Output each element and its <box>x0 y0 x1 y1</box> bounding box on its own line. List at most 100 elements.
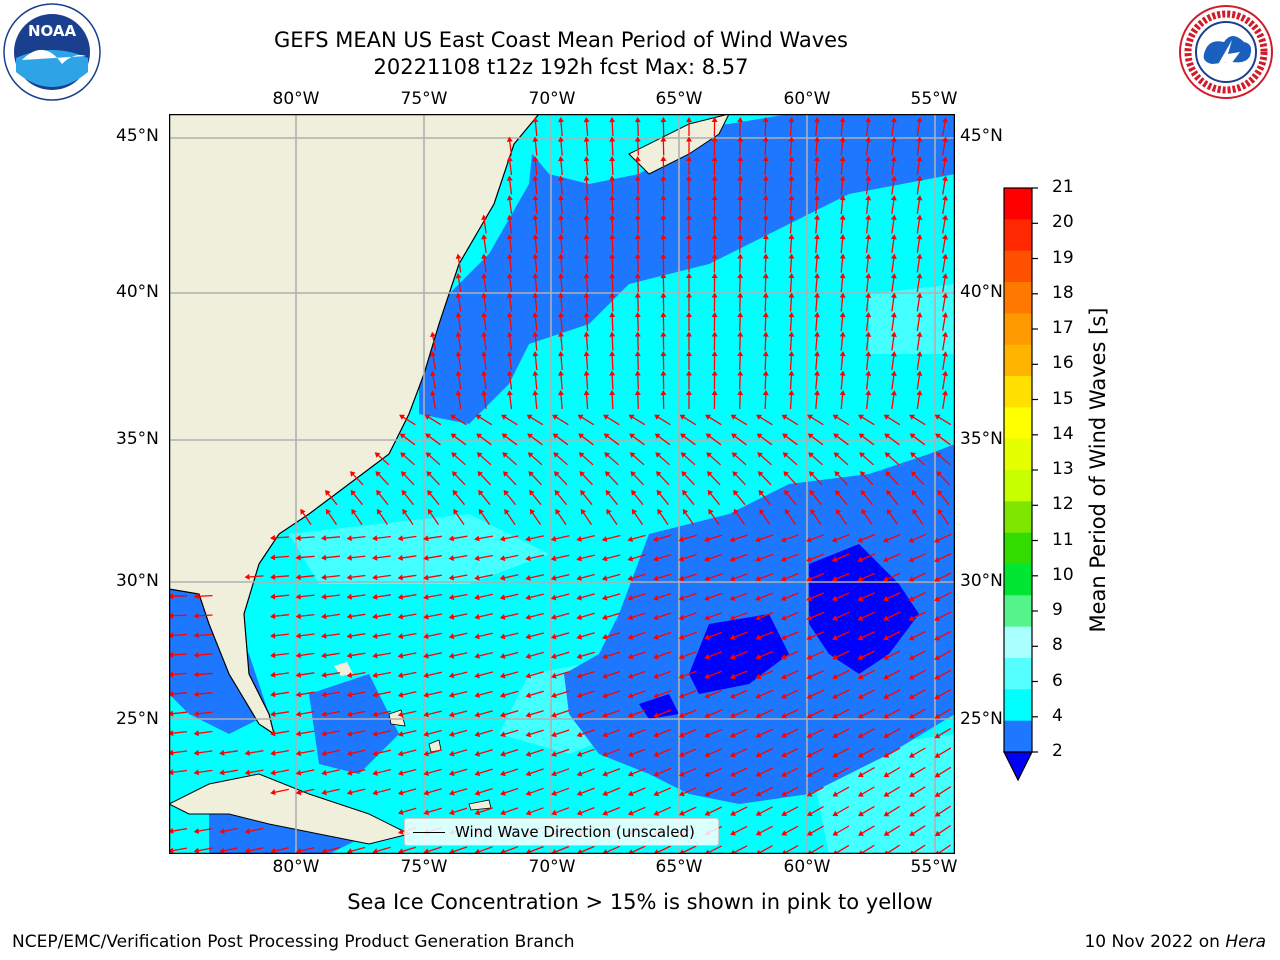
wave-arrow-shaft <box>478 453 492 466</box>
wave-arrow-head <box>839 312 846 318</box>
wave-arrow-shaft <box>862 511 873 525</box>
wave-arrow-head <box>908 693 915 699</box>
wave-arrow-head <box>660 312 667 318</box>
wave-arrow-head <box>376 489 382 496</box>
wave-arrow-head <box>219 847 225 854</box>
wave-arrow-shaft <box>891 354 895 370</box>
wave-arrow-head <box>883 634 889 641</box>
wave-arrow-shaft <box>911 825 926 835</box>
wave-arrow-head <box>678 536 685 543</box>
wave-arrow-shaft <box>553 748 570 756</box>
wave-arrow-head <box>602 731 608 738</box>
lon-label-top: 80°W <box>272 89 320 109</box>
wave-arrow-head <box>376 508 383 515</box>
wave-arrow-head <box>839 390 846 396</box>
wave-arrow-head <box>883 674 889 680</box>
wave-arrow-shaft <box>604 806 621 815</box>
wave-arrow-shaft <box>683 472 695 486</box>
wave-arrow-head <box>704 712 711 719</box>
wave-arrow-shaft <box>426 846 442 853</box>
wave-arrow-head <box>346 711 353 718</box>
wave-arrow-head <box>270 574 276 580</box>
wave-arrow-shaft <box>272 594 290 598</box>
wave-arrow-shaft <box>502 729 519 736</box>
wave-arrow-head <box>321 691 327 698</box>
wave-arrow-head <box>737 370 744 376</box>
wave-arrow-head <box>755 673 762 680</box>
wave-arrow-shaft <box>808 572 825 581</box>
wave-arrow-head <box>814 292 820 298</box>
wave-arrow-head <box>629 452 636 458</box>
wave-arrow-shaft <box>585 158 589 176</box>
wave-arrow-shaft <box>885 805 901 816</box>
wave-arrow-shaft <box>324 749 340 755</box>
wave-arrow-shaft <box>508 354 513 370</box>
colorbar-tick-label: 15 <box>1052 388 1074 409</box>
wave-arrow-shaft <box>732 748 748 756</box>
wave-arrow-head <box>604 471 611 477</box>
colorbar-tick-label: 8 <box>1052 635 1063 656</box>
wave-arrow-shaft <box>916 198 921 214</box>
wave-arrow-head <box>737 136 744 142</box>
wave-arrow-head <box>654 433 661 439</box>
wave-arrow-shaft <box>349 788 366 794</box>
wave-arrow-shaft <box>681 787 697 795</box>
wave-arrow-shaft <box>579 729 595 736</box>
wave-arrow-shaft <box>400 788 417 794</box>
wave-arrow-shaft <box>451 749 468 755</box>
wave-arrow-head <box>270 613 276 620</box>
wave-arrow-head <box>506 273 513 279</box>
wave-arrow-head <box>832 713 838 719</box>
wave-arrow-shaft <box>604 729 621 736</box>
wave-arrow-head <box>577 414 584 420</box>
wave-arrow-head <box>937 508 944 515</box>
colorbar-segment <box>1004 564 1032 596</box>
wave-arrow-head <box>427 489 433 496</box>
wave-arrow-shaft <box>502 613 519 618</box>
wave-arrow-shaft <box>836 472 848 486</box>
wave-arrow-shaft <box>324 613 340 618</box>
land-cuba <box>169 773 411 845</box>
wave-arrow-head <box>831 536 838 543</box>
wave-arrow-shaft <box>457 393 462 409</box>
wave-arrow-shaft <box>477 768 493 775</box>
wave-arrow-shaft <box>196 653 213 656</box>
wave-arrow-head <box>762 234 769 240</box>
wave-arrow-head <box>788 156 795 162</box>
wave-arrow-head <box>865 234 872 240</box>
wave-arrow-head <box>839 292 846 298</box>
wave-arrow-shaft <box>553 651 570 658</box>
wave-arrow-shaft <box>732 534 748 541</box>
wave-arrow-shaft <box>508 276 513 292</box>
wave-arrow-shaft <box>581 472 593 486</box>
wave-arrow-shaft <box>553 787 570 795</box>
wave-arrow-head <box>525 574 531 581</box>
wave-arrow-shaft <box>758 434 773 446</box>
wave-arrow-head <box>449 809 455 816</box>
wave-arrow-shaft <box>375 594 391 598</box>
colorbar-tick-label: 18 <box>1052 282 1074 303</box>
wave-arrow-head <box>704 790 711 797</box>
wave-arrow-shaft <box>272 769 290 774</box>
wave-arrow-head <box>450 433 457 439</box>
wave-arrow-shaft <box>783 728 799 737</box>
wave-arrow-head <box>605 489 612 496</box>
wave-arrow-head <box>916 351 923 357</box>
wave-arrow-shaft <box>835 453 849 466</box>
wave-arrow-shaft <box>840 295 844 312</box>
wave-arrow-head <box>711 136 718 142</box>
wave-arrow-shaft <box>916 393 921 409</box>
wave-arrow-head <box>270 652 276 659</box>
wave-arrow-shaft <box>783 747 799 757</box>
wave-arrow-shaft <box>891 315 895 331</box>
wave-arrow-head <box>781 810 788 816</box>
wave-arrow-head <box>631 508 638 515</box>
wave-arrow-shaft <box>655 690 672 697</box>
wave-arrow-shaft <box>529 453 543 466</box>
low-period-north <box>419 114 955 424</box>
wave-arrow-head <box>193 828 200 834</box>
lat-label-left: 45°N <box>116 126 159 146</box>
wave-arrow-shaft <box>809 767 824 776</box>
wave-arrow-shaft <box>528 845 544 854</box>
wave-arrow-shaft <box>298 788 315 794</box>
